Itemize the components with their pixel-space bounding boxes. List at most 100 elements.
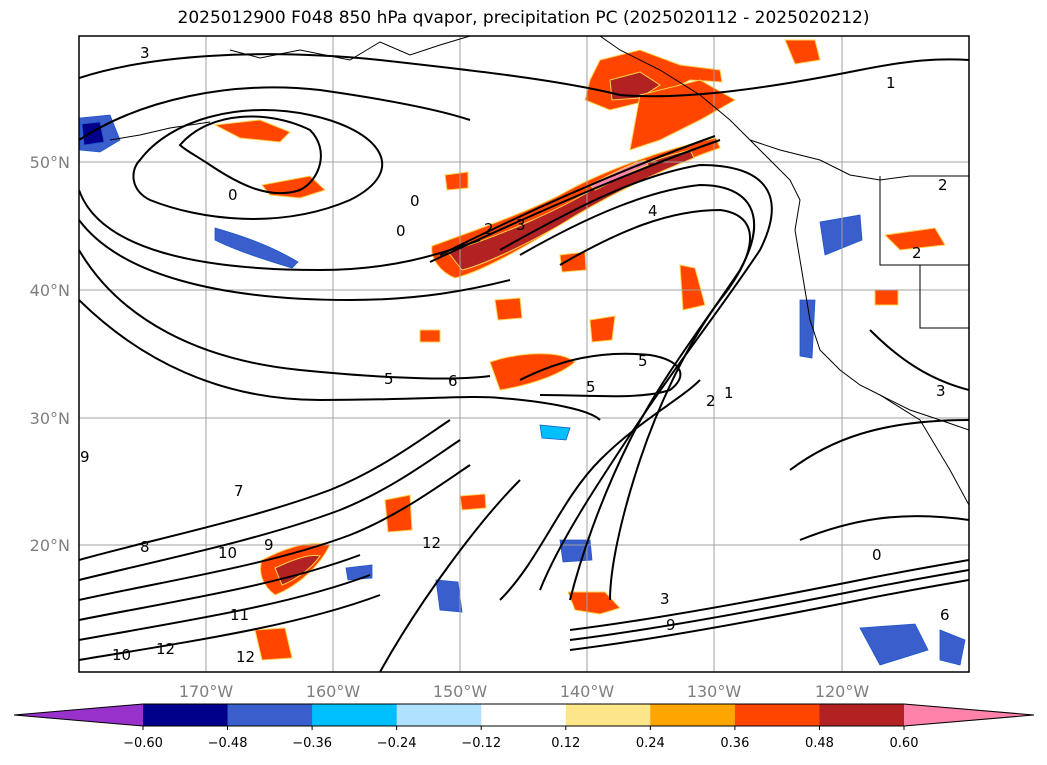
- colorbar-segment: [227, 704, 313, 726]
- map-plot-area: [79, 36, 969, 672]
- contour-label: 10: [112, 646, 131, 664]
- precip-mid-1: [494, 297, 523, 321]
- contour-label: 2: [484, 220, 494, 238]
- colorbar-segment: [819, 704, 905, 726]
- contour-label: 0: [228, 186, 238, 204]
- neg-bering-core: [81, 121, 105, 146]
- contour-label: 11: [230, 606, 249, 624]
- coast-bc: [749, 139, 969, 181]
- precip-tropic-4: [384, 494, 413, 533]
- contour-label: 10: [218, 544, 237, 562]
- lat-tick-label: 40°N: [30, 281, 70, 300]
- colorbar-tick-label: 0.60: [890, 736, 919, 751]
- precip-mid-3: [679, 264, 706, 311]
- colorbar-tick-label: −0.12: [461, 736, 501, 751]
- colorbar-segment: [312, 704, 398, 726]
- coastlines: [109, 36, 969, 506]
- neg-sub-4: [345, 564, 373, 581]
- colorbar-segment: [734, 704, 820, 726]
- colorbar-tick-label: 0.48: [805, 736, 834, 751]
- contour-label: 1: [724, 384, 734, 402]
- contour-label: 0: [410, 192, 420, 210]
- precip-band-core: [447, 149, 695, 271]
- contour-label: 2: [706, 392, 716, 410]
- colorbar-extend-high: [904, 704, 1034, 726]
- coast-mexico: [879, 394, 969, 506]
- precip-negative: [79, 114, 966, 666]
- neg-sub-5: [539, 424, 571, 441]
- lon-tick-label: 140°W: [560, 682, 615, 701]
- qvapor-contours: [79, 53, 969, 672]
- contour-label: 7: [234, 482, 244, 500]
- contour-label: 2: [938, 176, 948, 194]
- colorbar-segment: [143, 704, 229, 726]
- colorbar-tick-label: 0.24: [636, 736, 665, 751]
- contour-label: 3: [936, 382, 946, 400]
- precip-tropic-3: [567, 591, 621, 615]
- colorbar-tick-label: −0.48: [208, 736, 248, 751]
- contour-label: 9: [80, 448, 90, 466]
- lon-tick-label: 170°W: [179, 682, 234, 701]
- lon-tick-label: 160°W: [306, 682, 361, 701]
- contour-label: 5: [384, 370, 394, 388]
- lon-tick-label: 150°W: [433, 682, 488, 701]
- lat-tick-label: 20°N: [30, 536, 70, 555]
- colorbar-extend-low: [14, 704, 143, 726]
- lat-tick-label: 50°N: [30, 153, 70, 172]
- coast-aleutians: [109, 121, 211, 141]
- contour-label: 6: [448, 372, 458, 390]
- contour-label: 1: [886, 74, 896, 92]
- contour-labels: 3 0 0 0 2 3 4 1 2 2 3 5 6 5 5 2 1 7 10 9…: [80, 44, 950, 666]
- contour-label: 0: [396, 222, 406, 240]
- neg-sub-2: [435, 579, 463, 613]
- colorbar-tick-label: 0.12: [551, 736, 580, 751]
- precip-misc-1: [419, 329, 441, 343]
- precip-alaska-3: [784, 39, 821, 65]
- colorbar-tick-label: −0.36: [292, 736, 332, 751]
- colorbar-segment: [396, 704, 482, 726]
- contour-label: 12: [156, 640, 175, 658]
- contour-label: 12: [422, 534, 441, 552]
- lon-tick-labels: 170°W 160°W 150°W 140°W 130°W 120°W: [179, 682, 870, 701]
- precip-coast-1: [874, 289, 899, 306]
- colorbar-tick-label: −0.24: [377, 736, 417, 751]
- contour-label: 3: [140, 44, 150, 62]
- lat-tick-label: 30°N: [30, 409, 70, 428]
- colorbar-segment: [650, 704, 736, 726]
- precip-alaska-4: [629, 79, 737, 151]
- precip-subtrop: [489, 353, 576, 391]
- precip-tropic-2: [254, 627, 293, 661]
- contour-label: 2: [912, 244, 922, 262]
- coast-us-border: [879, 176, 969, 329]
- precip-mid-2: [559, 251, 587, 273]
- neg-coast-1: [799, 299, 816, 359]
- contour-label: 5: [586, 378, 596, 396]
- colorbar-tick-label: −0.60: [123, 736, 163, 751]
- contour-label: 8: [140, 538, 150, 556]
- lon-tick-label: 130°W: [687, 682, 742, 701]
- precip-misc-2: [444, 171, 469, 191]
- contour-label: 5: [638, 352, 648, 370]
- contour-label: 6: [940, 606, 950, 624]
- contour-label: 4: [648, 202, 658, 220]
- precip-tropic-5: [459, 493, 487, 511]
- map-title: 2025012900 F048 850 hPa qvapor, precipit…: [177, 8, 870, 28]
- neg-sub-6: [939, 629, 966, 666]
- plot-frame: [78, 35, 970, 673]
- colorbar-segment: [565, 704, 651, 726]
- precip-coast-2: [883, 227, 946, 251]
- neg-sub-3: [859, 623, 929, 666]
- contour-label: 9: [264, 536, 274, 554]
- neg-coast-2: [819, 214, 863, 256]
- contour-label: 9: [666, 616, 676, 634]
- contour-label: 3: [660, 590, 670, 608]
- coast-alaska: [229, 36, 969, 431]
- neg-aleut: [214, 227, 299, 269]
- contour-label: 0: [872, 546, 882, 564]
- contour-label: 3: [516, 216, 526, 234]
- precip-mid-4: [589, 315, 616, 343]
- lon-tick-label: 120°W: [815, 682, 870, 701]
- contour-label: 12: [236, 648, 255, 666]
- precip-bering: [213, 119, 291, 143]
- lat-tick-labels: 50°N 40°N 30°N 20°N: [30, 153, 70, 555]
